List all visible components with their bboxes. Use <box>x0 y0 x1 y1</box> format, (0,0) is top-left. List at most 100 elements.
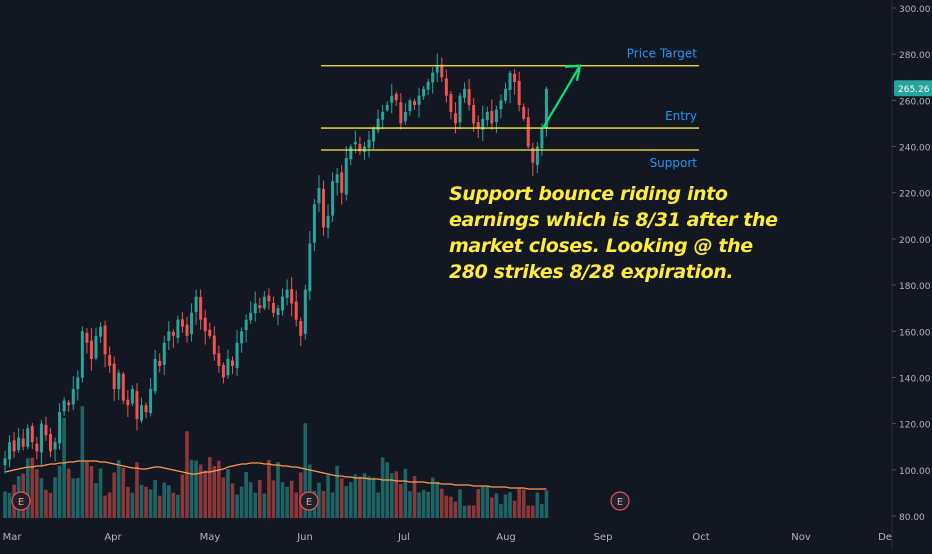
candle-body[interactable] <box>103 325 107 355</box>
candle-body[interactable] <box>49 433 52 452</box>
candle-body[interactable] <box>317 188 321 204</box>
candle-body[interactable] <box>335 174 339 183</box>
candle-body[interactable] <box>235 342 239 369</box>
candle-body[interactable] <box>53 442 57 450</box>
candle-body[interactable] <box>231 360 234 366</box>
candle-body[interactable] <box>217 353 221 366</box>
candle-body[interactable] <box>508 72 512 91</box>
candle-body[interactable] <box>221 364 225 378</box>
candle-body[interactable] <box>408 100 412 111</box>
candle-body[interactable] <box>535 146 539 165</box>
candle-body[interactable] <box>262 296 266 309</box>
candle-body[interactable] <box>472 104 476 124</box>
candle-body[interactable] <box>499 100 503 110</box>
candle-body[interactable] <box>62 400 66 412</box>
candle-body[interactable] <box>426 81 430 90</box>
candle-body[interactable] <box>544 88 548 129</box>
candle-body[interactable] <box>21 438 25 447</box>
candle-body[interactable] <box>208 329 212 336</box>
candle-body[interactable] <box>8 442 12 460</box>
candle-body[interactable] <box>294 301 298 320</box>
candle-body[interactable] <box>108 355 112 366</box>
candle-body[interactable] <box>444 78 448 96</box>
candle-body[interactable] <box>540 128 544 149</box>
candle-body[interactable] <box>353 141 357 145</box>
candle-body[interactable] <box>490 111 494 124</box>
candle-body[interactable] <box>258 305 262 309</box>
candle-body[interactable] <box>153 358 157 392</box>
candle-body[interactable] <box>476 122 480 129</box>
candle-body[interactable] <box>3 458 7 466</box>
earnings-marker[interactable] <box>299 491 319 511</box>
candle-body[interactable] <box>399 102 403 124</box>
candle-body[interactable] <box>126 399 130 406</box>
candle-body[interactable] <box>249 312 253 321</box>
x-axis[interactable]: Mar Apr May Jun Jul Aug Sep Oct Nov De <box>3 532 892 543</box>
candle-body[interactable] <box>94 335 98 359</box>
candle-body[interactable] <box>303 289 307 334</box>
candle-body[interactable] <box>171 331 175 336</box>
candle-body[interactable] <box>372 128 376 142</box>
candle-body[interactable] <box>194 296 198 312</box>
candle-body[interactable] <box>85 332 89 343</box>
candle-body[interactable] <box>299 321 303 336</box>
candle-body[interactable] <box>180 319 184 327</box>
candle-body[interactable] <box>494 109 498 123</box>
candle-body[interactable] <box>312 204 316 243</box>
candle-body[interactable] <box>253 303 257 314</box>
candle-body[interactable] <box>467 89 471 105</box>
candle-body[interactable] <box>30 426 34 443</box>
candle-body[interactable] <box>340 172 344 193</box>
candle-body[interactable] <box>458 95 462 123</box>
candle-body[interactable] <box>76 377 80 390</box>
candle-body[interactable] <box>162 342 166 365</box>
candle-body[interactable] <box>390 95 394 103</box>
candle-body[interactable] <box>44 424 48 436</box>
candle-body[interactable] <box>149 389 153 414</box>
candle-body[interactable] <box>290 289 294 304</box>
earnings-marker[interactable] <box>11 491 31 511</box>
candle-body[interactable] <box>176 319 180 338</box>
candle-body[interactable] <box>140 405 143 421</box>
candle-body[interactable] <box>513 73 517 82</box>
candle-body[interactable] <box>367 139 371 148</box>
candle-body[interactable] <box>121 373 125 401</box>
candle-body[interactable] <box>522 106 526 119</box>
candle-body[interactable] <box>112 363 116 389</box>
candle-body[interactable] <box>212 335 216 355</box>
candle-body[interactable] <box>35 443 39 452</box>
y-axis[interactable]: 300.00 280.00 260.00 240.00 220.00 200.00 180.… <box>891 0 932 550</box>
candle-body[interactable] <box>413 101 416 105</box>
candle-body[interactable] <box>463 88 467 98</box>
candle-body[interactable] <box>326 215 330 228</box>
candle-body[interactable] <box>417 95 421 105</box>
candle-body[interactable] <box>71 389 75 405</box>
candle-body[interactable] <box>99 326 103 337</box>
candle-body[interactable] <box>158 360 162 366</box>
candle-body[interactable] <box>244 319 248 331</box>
candle-body[interactable] <box>58 412 62 444</box>
candle-body[interactable] <box>349 146 353 160</box>
candle-body[interactable] <box>117 372 121 390</box>
earnings-marker[interactable] <box>610 491 630 511</box>
candle-body[interactable] <box>89 340 93 359</box>
candle-body[interactable] <box>185 324 189 336</box>
candle-body[interactable] <box>80 331 84 378</box>
candle-body[interactable] <box>531 148 535 163</box>
candle-body[interactable] <box>26 428 30 447</box>
candle-body[interactable] <box>485 111 489 121</box>
candle-body[interactable] <box>449 94 453 112</box>
candle-body[interactable] <box>504 88 507 101</box>
candle-body[interactable] <box>308 243 312 292</box>
candle-body[interactable] <box>240 331 244 344</box>
candle-body[interactable] <box>271 303 275 313</box>
candle-body[interactable] <box>481 118 485 130</box>
candle-body[interactable] <box>526 117 530 147</box>
candle-body[interactable] <box>431 72 435 83</box>
candle-body[interactable] <box>362 146 366 153</box>
candle-body[interactable] <box>344 158 348 195</box>
candle-body[interactable] <box>281 296 285 311</box>
candle-body[interactable] <box>285 289 289 298</box>
